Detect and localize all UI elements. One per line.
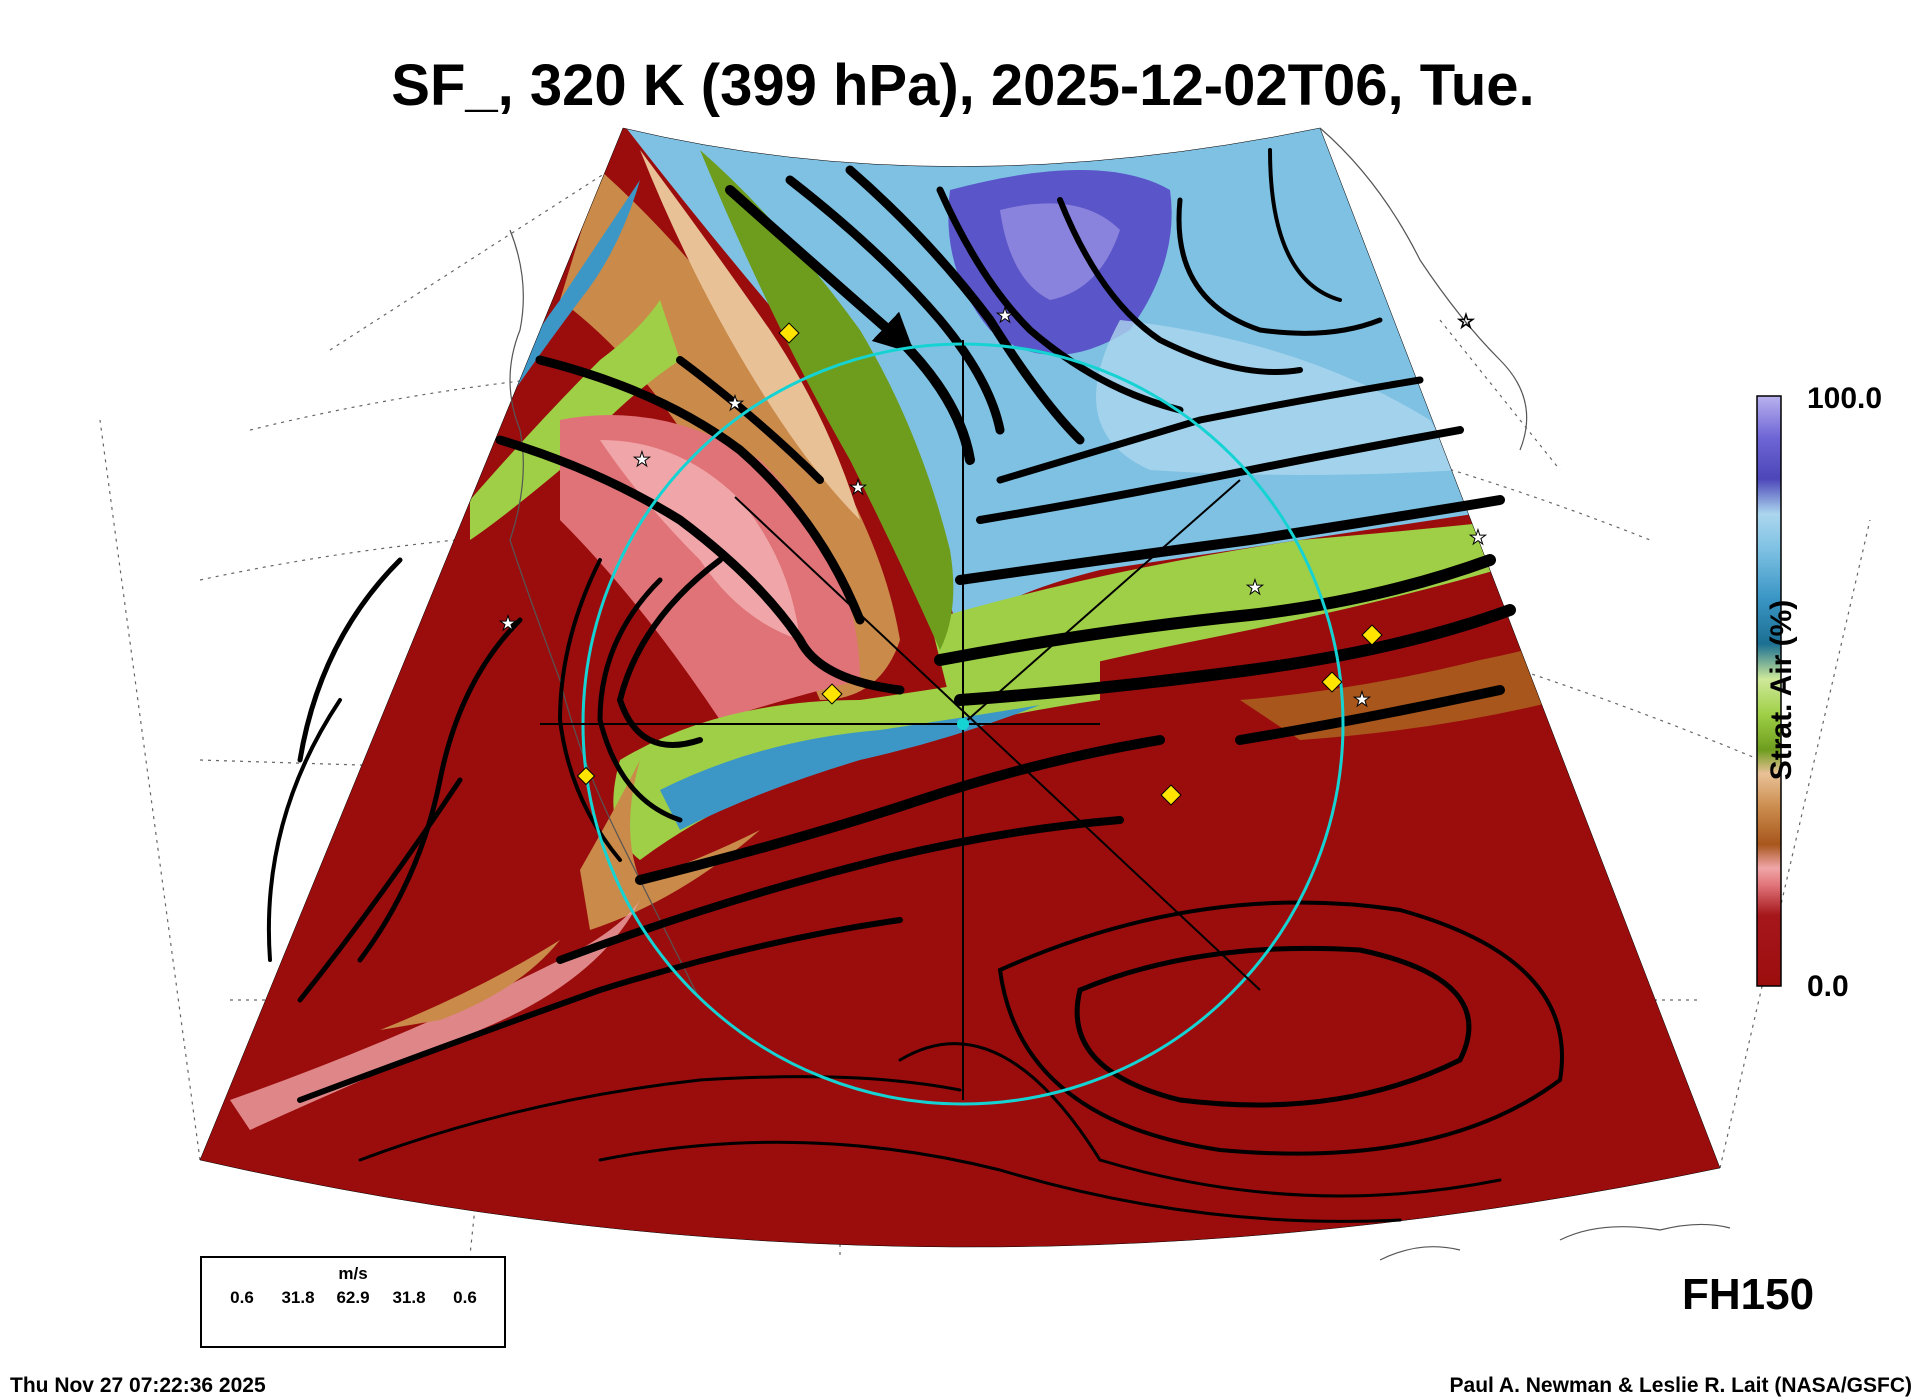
colorbar-max-label: 100.0 bbox=[1807, 382, 1883, 415]
star-marker: ★ bbox=[633, 449, 651, 471]
wind-legend-unit: m/s bbox=[338, 1264, 368, 1283]
star-marker: ★ bbox=[996, 305, 1014, 327]
wind-speed-legend: m/s 0.6 31.8 62.9 31.8 0.6 bbox=[200, 1256, 506, 1348]
wind-legend-label: 0.6 bbox=[453, 1288, 477, 1307]
coastlines bbox=[509, 127, 1731, 1261]
diamond-marker bbox=[1361, 624, 1383, 646]
domain-circle bbox=[540, 340, 1345, 1106]
star-marker: ★ bbox=[499, 613, 517, 635]
star-marker: ★ bbox=[849, 477, 867, 499]
diamond-marker bbox=[778, 322, 800, 344]
star-marker: ★ bbox=[1353, 689, 1371, 711]
star-marker: ★ bbox=[726, 393, 744, 415]
diamond-marker bbox=[576, 766, 596, 786]
streamlines bbox=[266, 148, 1564, 1223]
colorbar bbox=[1756, 395, 1782, 987]
colorbar-title: Strat. Air (%) bbox=[1765, 599, 1798, 781]
wind-legend-label: 62.9 bbox=[336, 1288, 370, 1307]
diamond-marker bbox=[1321, 671, 1343, 693]
wind-legend-label: 31.8 bbox=[281, 1288, 315, 1307]
forecast-hour-label: FH150 bbox=[1682, 1270, 1815, 1319]
plot-title: SF_, 320 K (399 hPa), 2025-12-02T06, Tue… bbox=[391, 53, 1535, 118]
star-marker: ☆ bbox=[1457, 311, 1475, 333]
star-marker: ★ bbox=[1469, 527, 1487, 549]
wind-legend-label: 0.6 bbox=[230, 1288, 254, 1307]
wind-legend-label: 31.8 bbox=[392, 1288, 426, 1307]
colorbar-min-label: 0.0 bbox=[1807, 970, 1849, 1003]
diamond-marker bbox=[1160, 784, 1182, 806]
station-markers: ★ ★ ★ ★ ★ ★ ★ ★ ☆ bbox=[499, 305, 1487, 806]
generated-timestamp: Thu Nov 27 07:22:36 2025 bbox=[10, 1374, 266, 1397]
star-marker: ★ bbox=[1246, 577, 1264, 599]
diamond-marker bbox=[821, 683, 843, 705]
credit-line: Paul A. Newman & Leslie R. Lait (NASA/GS… bbox=[1449, 1374, 1912, 1397]
